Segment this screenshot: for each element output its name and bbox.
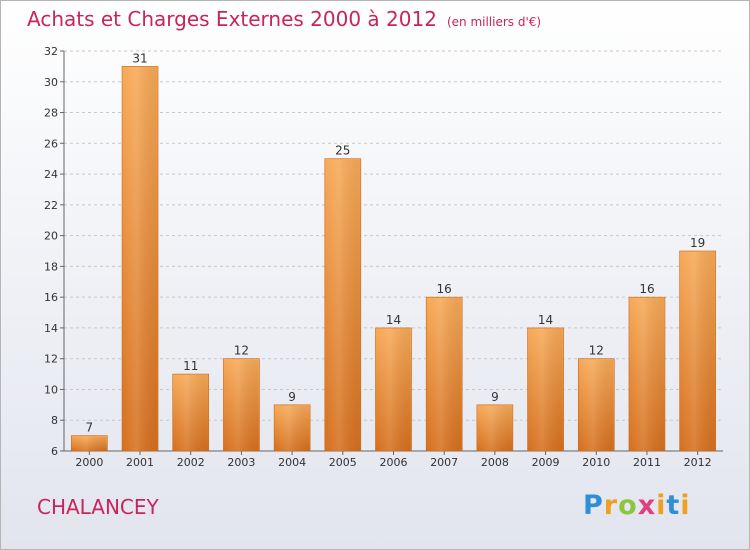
y-tick-label: 32 <box>44 45 58 58</box>
value-label-2011: 16 <box>639 282 654 296</box>
value-label-2005: 25 <box>335 144 350 158</box>
y-tick-label: 10 <box>44 383 58 396</box>
bar-shine <box>123 67 158 451</box>
value-label-2008: 9 <box>491 390 499 404</box>
value-label-2003: 12 <box>234 344 249 358</box>
y-tick-label: 22 <box>44 199 58 212</box>
value-label-2001: 31 <box>132 51 147 65</box>
x-tick-label-2008: 2008 <box>481 456 509 469</box>
x-tick-label-2004: 2004 <box>278 456 306 469</box>
x-tick-label-2009: 2009 <box>532 456 560 469</box>
y-tick-label: 6 <box>51 445 58 458</box>
x-tick-label-2010: 2010 <box>582 456 610 469</box>
value-label-2012: 19 <box>690 236 705 250</box>
bar-shine <box>325 159 360 451</box>
y-tick-label: 16 <box>44 291 58 304</box>
y-tick-label: 24 <box>44 168 58 181</box>
y-tick-label: 26 <box>44 137 58 150</box>
chart-unit: (en milliers d'€) <box>446 15 542 29</box>
bars <box>71 66 716 452</box>
chart-title: Achats et Charges Externes 2000 à 2012 (e… <box>27 7 541 31</box>
value-label-2000: 7 <box>86 421 94 435</box>
bar-shine <box>680 252 715 451</box>
bar-shine <box>629 298 664 451</box>
y-tick-label: 14 <box>44 322 58 335</box>
bar-shine <box>224 359 259 451</box>
value-label-2007: 16 <box>437 282 452 296</box>
x-tick-label-2003: 2003 <box>227 456 255 469</box>
value-label-2004: 9 <box>288 390 296 404</box>
value-label-2009: 14 <box>538 313 553 327</box>
x-tick-label-2006: 2006 <box>380 456 408 469</box>
y-tick-label: 20 <box>44 230 58 243</box>
x-tick-label-2012: 2012 <box>684 456 712 469</box>
tick-labels: 6 8 10 12 14 16 18 20 22 24 26 28 30 32 2000 2001 2002 20… <box>44 45 712 469</box>
y-tick-label: 30 <box>44 76 58 89</box>
bar-shine <box>427 298 462 451</box>
value-label-2006: 14 <box>386 313 401 327</box>
x-tick-label-2007: 2007 <box>430 456 458 469</box>
bar-shine <box>477 405 512 451</box>
chart-title-text: Achats et Charges Externes 2000 à 2012 <box>27 7 437 31</box>
bar-shine <box>579 359 614 451</box>
x-tick-label-2011: 2011 <box>633 456 661 469</box>
x-tick-label-2005: 2005 <box>329 456 357 469</box>
y-tick-label: 12 <box>44 353 58 366</box>
y-tick-label: 18 <box>44 260 58 273</box>
y-tick-label: 8 <box>51 414 58 427</box>
proxiti-logo: Proxiti <box>583 490 691 521</box>
commune-name: CHALANCEY <box>37 495 159 519</box>
bar-shine <box>173 375 208 451</box>
value-labels: 7 31 11 12 9 25 14 16 9 14 12 16 19 <box>86 51 706 434</box>
x-tick-label-2002: 2002 <box>177 456 205 469</box>
bar-shine <box>376 328 411 451</box>
bar-shine <box>528 328 563 451</box>
y-tick-label: 28 <box>44 107 58 120</box>
bar-shine <box>72 436 107 451</box>
x-tick-label-2001: 2001 <box>126 456 154 469</box>
value-label-2010: 12 <box>589 344 604 358</box>
x-tick-label-2000: 2000 <box>75 456 103 469</box>
bar-shine <box>275 405 310 451</box>
value-label-2002: 11 <box>183 359 198 373</box>
